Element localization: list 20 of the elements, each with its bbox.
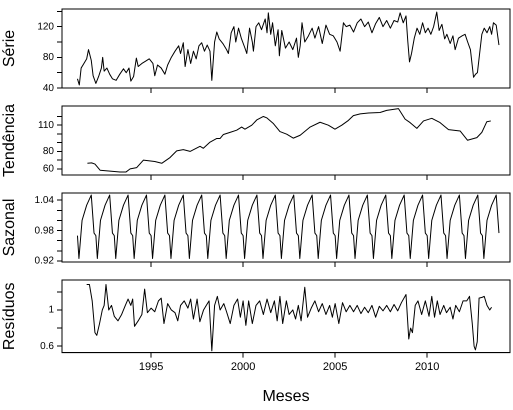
y-axis-title: Sazonal [1, 198, 18, 256]
x-tick-label: 2010 [414, 361, 440, 374]
y-tick-label: 60 [42, 164, 54, 175]
y-axis-title: Tendência [1, 104, 18, 177]
y-tick-label: 0.98 [34, 225, 54, 236]
y-tick-label: 0.6 [40, 340, 54, 352]
y-tick-label: 1 [48, 304, 54, 316]
y-tick-label: 0.92 [34, 256, 54, 267]
y-tick-label: 80 [42, 52, 54, 64]
y-tick-label: 80 [42, 146, 54, 158]
y-tick-label: 110 [38, 120, 54, 131]
y-tick-label: 120 [37, 21, 54, 32]
x-tick-label: 2005 [322, 361, 348, 374]
y-tick-label: 40 [42, 82, 54, 94]
x-axis-title: Meses [262, 388, 310, 405]
x-tick-label: 1995 [138, 361, 164, 374]
y-axis-title: Série [1, 30, 18, 68]
y-axis-title: Resíduos [1, 282, 18, 350]
y-tick-label: 1.04 [34, 194, 54, 206]
x-tick-label: 2000 [230, 361, 256, 374]
